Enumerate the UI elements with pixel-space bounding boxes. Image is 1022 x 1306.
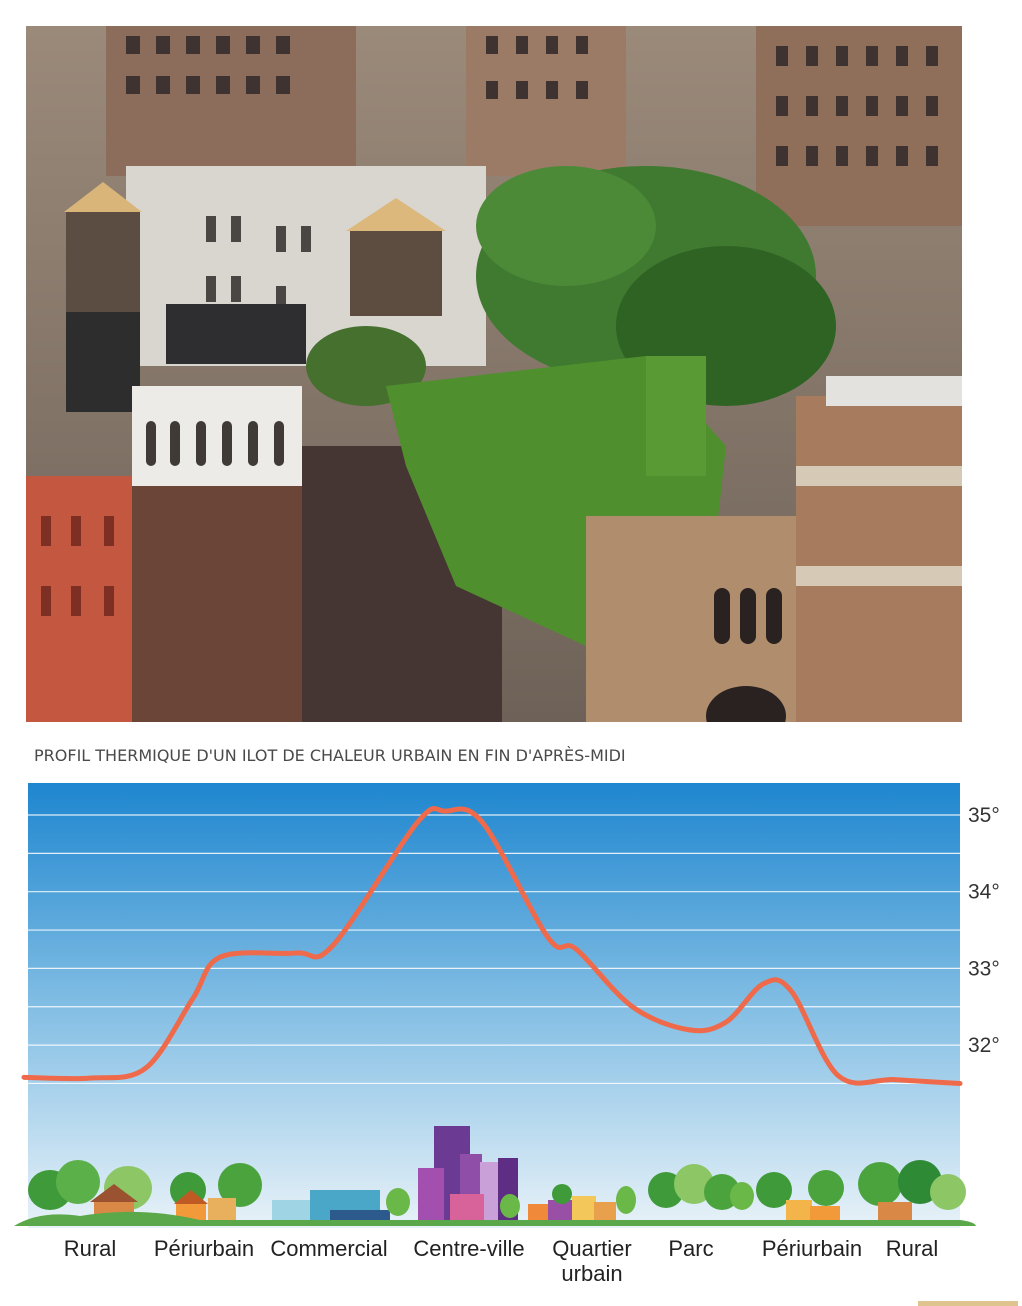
trees-icon	[28, 1160, 152, 1222]
decorative-corner-bar	[918, 1301, 1018, 1306]
park-trees-icon	[648, 1164, 754, 1210]
rooftop-garden-photo	[26, 26, 962, 722]
y-tick-label: 35°	[968, 804, 1000, 827]
zone-labels: Rural Périurbain Commercial Centre-ville…	[0, 1236, 1022, 1296]
zone-label-quartier-urbain: Quartier urbain	[552, 1236, 632, 1286]
y-tick-label: 32°	[968, 1034, 1000, 1057]
y-tick-label: 33°	[968, 957, 1000, 980]
thermal-profile-chart: 35° 34° 33° 32°	[14, 783, 1000, 1228]
zone-label-periurbain: Périurbain	[153, 1236, 255, 1261]
chart-title: PROFIL THERMIQUE D'UN ILOT DE CHALEUR UR…	[34, 746, 626, 765]
zone-label-parc: Parc	[668, 1236, 714, 1261]
zone-label-commercial: Commercial	[270, 1236, 388, 1261]
trees-icon	[858, 1160, 966, 1224]
landscape-illustration	[14, 1126, 976, 1226]
zone-label-centre-ville: Centre-ville	[413, 1236, 525, 1261]
zone-label-rural: Rural	[63, 1236, 117, 1261]
rooftop-garden-illustration	[26, 26, 962, 722]
y-axis-ticks: 35° 34° 33° 32°	[968, 804, 1000, 1057]
suburb-houses-icon	[170, 1163, 262, 1224]
downtown-skyscrapers-icon	[418, 1126, 520, 1224]
temperature-series-line	[21, 806, 963, 1086]
suburb-houses-icon	[756, 1170, 844, 1224]
chart-plot-area	[28, 783, 960, 1228]
zone-label-periurbain-2: Périurbain	[761, 1236, 863, 1261]
urban-neighborhood-icon	[528, 1184, 636, 1224]
grid-lines	[28, 814, 960, 1085]
zone-label-rural-2: Rural	[885, 1236, 939, 1261]
y-tick-label: 34°	[968, 881, 1000, 904]
